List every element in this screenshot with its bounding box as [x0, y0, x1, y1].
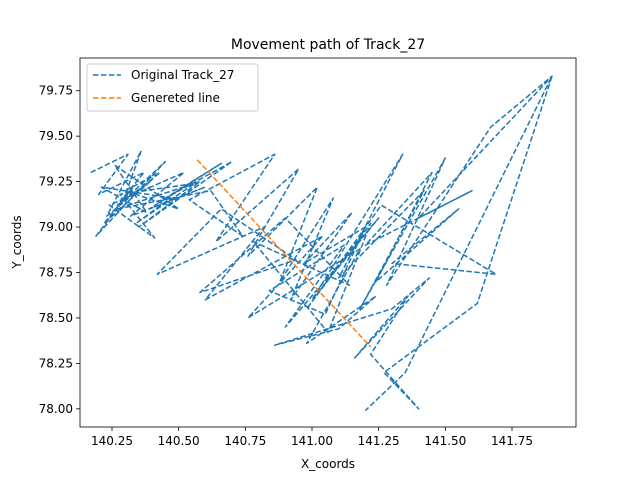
x-tick-label: 141.75	[491, 434, 533, 448]
legend: Original Track_27 Genereted line	[86, 63, 259, 112]
x-axis: 140.25 140.50 140.75 141.00 141.25 141.50 141.…	[91, 427, 533, 448]
plot-area	[79, 57, 577, 428]
x-tick-label: 140.50	[158, 434, 200, 448]
x-tick-label: 141.00	[291, 434, 333, 448]
x-tick-label: 140.75	[224, 434, 266, 448]
legend-label-generated: Genereted line	[131, 91, 220, 105]
y-axis: 78.00 78.25 78.50 78.75 79.00 79.25 79.50 79.75	[39, 84, 80, 416]
y-tick-label: 79.25	[39, 175, 73, 189]
plot-frame	[79, 57, 577, 428]
legend-label-original: Original Track_27	[131, 68, 234, 82]
y-tick-label: 78.75	[39, 265, 73, 279]
y-tick-label: 79.50	[39, 129, 73, 143]
x-tick-label: 141.50	[424, 434, 466, 448]
y-axis-label: Y_coords	[10, 215, 24, 269]
y-tick-label: 78.00	[39, 402, 73, 416]
series-line-generated	[196, 159, 372, 348]
series-line-original	[90, 75, 553, 412]
series-layer	[90, 75, 553, 412]
y-tick-label: 78.25	[39, 356, 73, 370]
chart-title: Movement path of Track_27	[231, 37, 425, 53]
x-tick-label: 141.25	[358, 434, 400, 448]
y-tick-label: 79.00	[39, 220, 73, 234]
plot-background	[80, 58, 576, 427]
x-axis-label: X_coords	[301, 457, 355, 471]
y-tick-label: 78.50	[39, 311, 73, 325]
legend-box	[86, 63, 259, 112]
x-tick-label: 140.25	[91, 434, 133, 448]
y-tick-label: 79.75	[39, 84, 73, 98]
